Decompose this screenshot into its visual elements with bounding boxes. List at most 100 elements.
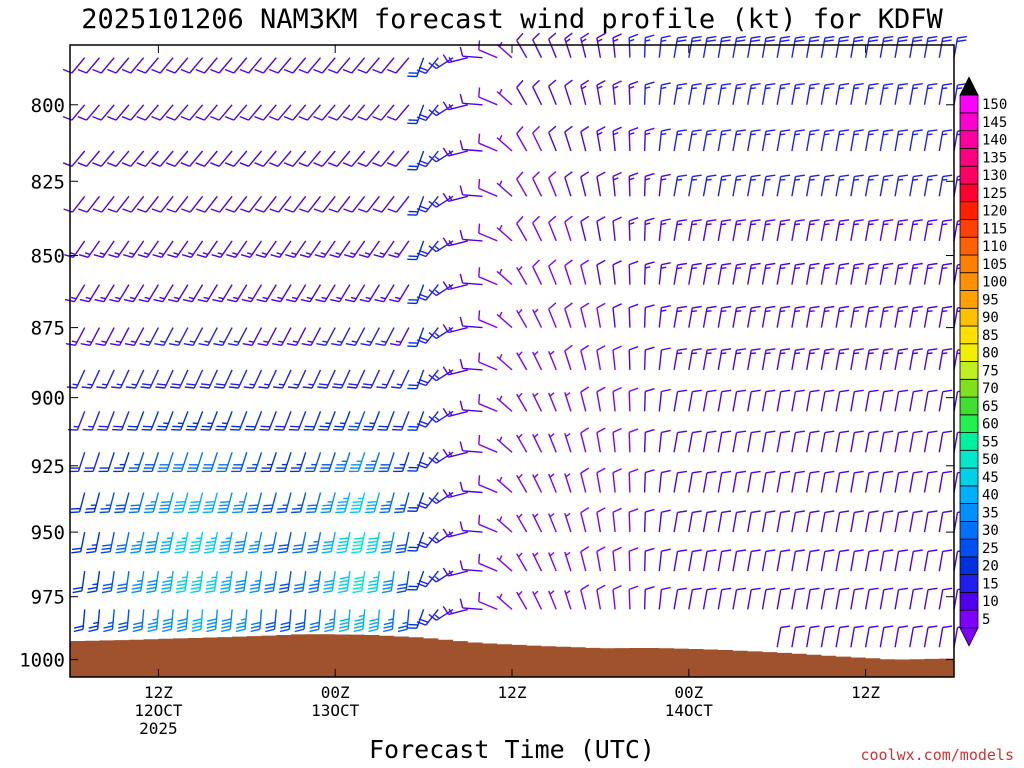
wind-barb — [132, 609, 145, 633]
wind-barb — [496, 180, 513, 197]
wind-barb — [254, 57, 277, 74]
wind-barb — [83, 452, 101, 473]
wind-barb — [864, 348, 879, 371]
wind-barb — [351, 531, 366, 554]
wind-barb — [791, 510, 805, 533]
wind-barb — [516, 126, 528, 152]
wind-barb — [628, 33, 639, 58]
wind-barb — [717, 174, 732, 197]
wind-barb — [761, 174, 776, 197]
wind-barb — [195, 195, 218, 213]
wind-barb — [643, 127, 655, 152]
wind-barb — [909, 262, 923, 285]
wind-barb — [612, 260, 622, 285]
wind-barb — [806, 430, 820, 453]
wind-barb — [428, 150, 454, 163]
wind-barb — [864, 510, 879, 533]
wind-barb — [333, 411, 351, 431]
wind-barb — [548, 473, 557, 493]
wind-barb — [776, 262, 791, 285]
wind-barb — [459, 598, 483, 611]
wind-barb — [94, 284, 115, 303]
wind-barb — [761, 430, 776, 453]
wind-barb — [128, 492, 145, 514]
wind-barb — [548, 171, 557, 197]
wind-barb — [702, 174, 717, 197]
colorbar-swatch — [959, 609, 979, 629]
wind-barb — [564, 259, 573, 285]
wind-barb — [254, 195, 277, 213]
wind-barb — [459, 140, 483, 152]
wind-barb — [254, 104, 277, 121]
wind-barb — [820, 389, 835, 412]
colorbar-label: 60 — [982, 417, 999, 433]
wind-barb — [702, 587, 717, 610]
wind-barb — [496, 224, 513, 242]
wind-barb — [761, 35, 776, 58]
wind-barb — [92, 150, 115, 167]
wind-barb — [275, 452, 292, 473]
wind-barb — [761, 510, 776, 533]
wind-barb — [894, 549, 909, 572]
wind-barb — [820, 430, 835, 453]
wind-barb — [806, 549, 820, 572]
wind-barb — [564, 215, 573, 242]
wind-barb — [612, 216, 622, 241]
wind-barb — [328, 104, 351, 121]
wind-barb — [357, 57, 380, 74]
wind-barb — [923, 35, 938, 58]
wind-barb — [342, 57, 366, 74]
wind-barb — [864, 549, 879, 572]
wind-barb — [938, 129, 953, 152]
credit-text: coolwx.com/models — [860, 746, 1014, 764]
wind-barb — [165, 150, 189, 167]
wind-barb — [345, 327, 366, 346]
wind-barb — [732, 83, 747, 105]
wind-barb — [688, 129, 702, 152]
colorbar-label: 85 — [982, 328, 999, 344]
wind-barb — [344, 284, 366, 303]
wind-barb — [381, 571, 395, 594]
wind-barb — [791, 219, 805, 242]
wind-barb — [428, 491, 454, 504]
colorbar-swatch — [959, 378, 979, 398]
wind-barb — [314, 240, 336, 258]
wind-barb — [127, 452, 145, 473]
wind-barb — [285, 284, 307, 303]
wind-barb — [516, 590, 528, 610]
wind-barb — [791, 587, 805, 610]
wind-barb — [139, 327, 160, 346]
wind-barb — [879, 129, 894, 152]
wind-barb — [210, 57, 233, 74]
wind-barb — [353, 609, 366, 633]
wind-barb — [407, 104, 425, 125]
wind-barb — [532, 473, 543, 493]
wind-barb — [187, 492, 204, 514]
wind-barb — [791, 470, 805, 493]
colorbar-label: 45 — [982, 470, 999, 486]
wind-barb — [386, 57, 410, 74]
wind-barb — [658, 82, 671, 105]
wind-barb — [291, 492, 307, 514]
wind-barb — [548, 512, 557, 533]
wind-barb — [820, 305, 835, 328]
wind-barb — [516, 171, 528, 197]
wind-barb — [272, 327, 292, 346]
wind-barb — [909, 35, 923, 58]
colorbar-swatch — [959, 343, 979, 362]
wind-barb — [717, 389, 732, 412]
wind-barb — [564, 392, 572, 412]
wind-barb — [201, 452, 218, 473]
wind-barb — [717, 510, 732, 533]
wind-barb — [95, 327, 115, 346]
wind-barb — [269, 150, 292, 167]
wind-barb — [791, 430, 805, 453]
wind-barb — [516, 309, 528, 328]
x-tick-label: 00Z — [674, 683, 703, 702]
wind-barb — [99, 492, 115, 514]
wind-barb — [250, 609, 263, 633]
wind-barb — [864, 587, 879, 610]
y-tick-label: 900 — [31, 388, 65, 410]
wind-barb — [96, 369, 115, 389]
wind-barb — [338, 609, 351, 633]
